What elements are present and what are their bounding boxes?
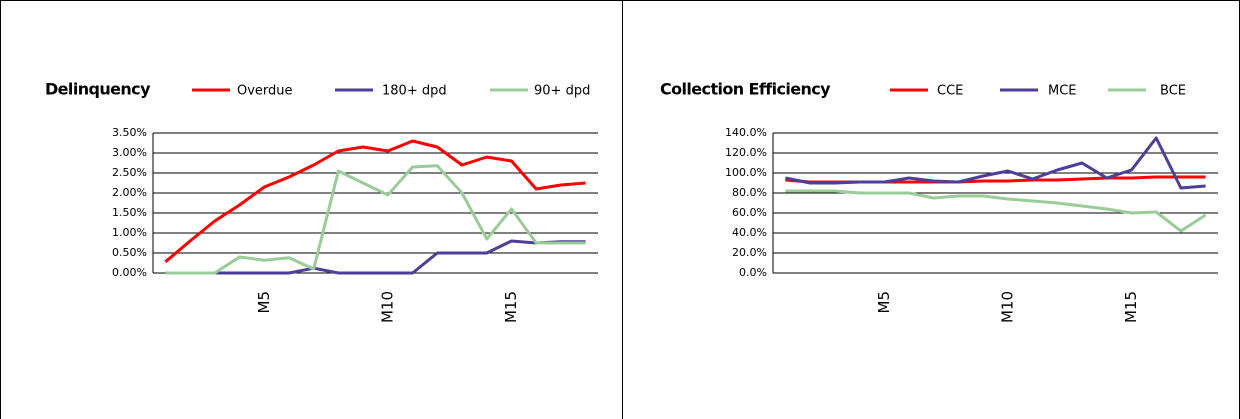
legend-label: Overdue bbox=[237, 84, 293, 99]
legend-label: BCE bbox=[1160, 84, 1186, 99]
y-tick-label: 2.00% bbox=[112, 186, 147, 199]
y-tick-label: 0.50% bbox=[112, 246, 147, 259]
series-line bbox=[165, 239, 586, 275]
y-tick-label: 20.0% bbox=[732, 246, 767, 259]
y-tick-label: 80.0% bbox=[732, 186, 767, 199]
y-tick-label: 100.0% bbox=[725, 166, 767, 179]
x-tick-label: M5 bbox=[255, 291, 273, 314]
legend-label: MCE bbox=[1048, 84, 1077, 99]
y-tick-label: 40.0% bbox=[732, 226, 767, 239]
series-line bbox=[164, 139, 586, 263]
x-tick-label: M5 bbox=[875, 291, 893, 314]
y-tick-label: 60.0% bbox=[732, 206, 767, 219]
y-tick-label: 0.00% bbox=[112, 266, 147, 279]
y-tick-label: 0.0% bbox=[739, 266, 767, 279]
x-tick-label: M15 bbox=[1122, 291, 1140, 323]
chart-title: Delinquency bbox=[45, 80, 151, 99]
legend-label: CCE bbox=[937, 84, 963, 99]
legend-label: 90+ dpd bbox=[534, 84, 590, 99]
chart-title: Collection Efficiency bbox=[660, 80, 831, 99]
legend-label: 180+ dpd bbox=[382, 84, 447, 99]
y-tick-label: 3.00% bbox=[112, 146, 147, 159]
y-tick-label: 1.00% bbox=[112, 226, 147, 239]
y-tick-label: 1.50% bbox=[112, 206, 147, 219]
y-tick-label: 140.0% bbox=[725, 126, 767, 139]
y-tick-label: 3.50% bbox=[112, 126, 147, 139]
y-tick-label: 2.50% bbox=[112, 166, 147, 179]
x-tick-label: M10 bbox=[998, 291, 1016, 323]
x-tick-label: M15 bbox=[502, 291, 520, 323]
series-line bbox=[165, 164, 586, 275]
series-line bbox=[785, 136, 1206, 190]
x-tick-label: M10 bbox=[378, 291, 396, 323]
series-line bbox=[785, 189, 1207, 233]
y-tick-label: 120.0% bbox=[725, 146, 767, 159]
